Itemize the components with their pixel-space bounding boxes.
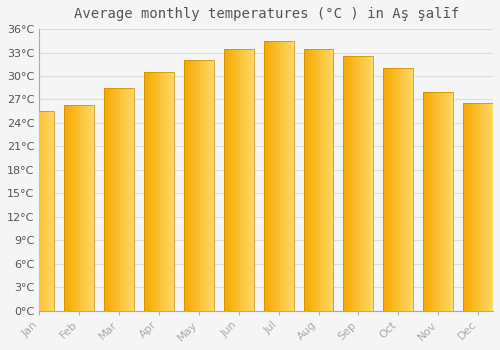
Bar xyxy=(184,60,214,310)
Bar xyxy=(264,41,294,310)
Bar xyxy=(463,103,493,310)
Bar xyxy=(104,88,134,310)
Bar xyxy=(384,68,414,310)
Bar xyxy=(24,111,54,310)
Bar xyxy=(64,105,94,310)
Bar xyxy=(144,72,174,310)
Bar xyxy=(344,56,374,310)
Title: Average monthly temperatures (°C ) in Aş şalīf: Average monthly temperatures (°C ) in Aş… xyxy=(74,7,459,21)
Bar xyxy=(423,92,453,310)
Bar xyxy=(304,49,334,310)
Bar xyxy=(224,49,254,310)
